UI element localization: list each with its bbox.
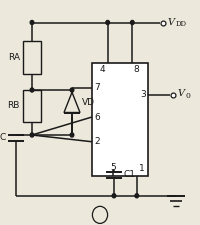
- Circle shape: [30, 20, 34, 25]
- Circle shape: [70, 133, 74, 137]
- Circle shape: [30, 88, 34, 92]
- Text: 5: 5: [110, 163, 116, 172]
- Text: 4: 4: [100, 65, 106, 74]
- Text: RA: RA: [8, 53, 20, 62]
- Polygon shape: [64, 92, 80, 112]
- Bar: [92, 63, 148, 176]
- Text: 6: 6: [94, 112, 100, 122]
- Text: VD: VD: [82, 98, 95, 107]
- Text: 3: 3: [140, 90, 146, 99]
- Text: V: V: [177, 89, 184, 98]
- Text: 2: 2: [94, 137, 100, 146]
- Text: 8: 8: [133, 65, 139, 74]
- Text: 1: 1: [139, 164, 145, 173]
- Circle shape: [131, 20, 134, 25]
- Bar: [23, 90, 41, 122]
- Text: 7: 7: [94, 83, 100, 92]
- Circle shape: [70, 88, 74, 92]
- Circle shape: [135, 194, 139, 198]
- Text: C1: C1: [124, 171, 136, 180]
- Circle shape: [112, 194, 116, 198]
- Circle shape: [92, 206, 108, 223]
- Circle shape: [30, 133, 34, 137]
- Text: V: V: [167, 18, 174, 27]
- Text: 0: 0: [186, 92, 191, 100]
- Text: C: C: [0, 133, 6, 142]
- Bar: [23, 40, 41, 74]
- Text: DD: DD: [176, 20, 187, 28]
- Text: RB: RB: [8, 101, 20, 110]
- Circle shape: [106, 20, 109, 25]
- Text: 9: 9: [97, 210, 103, 219]
